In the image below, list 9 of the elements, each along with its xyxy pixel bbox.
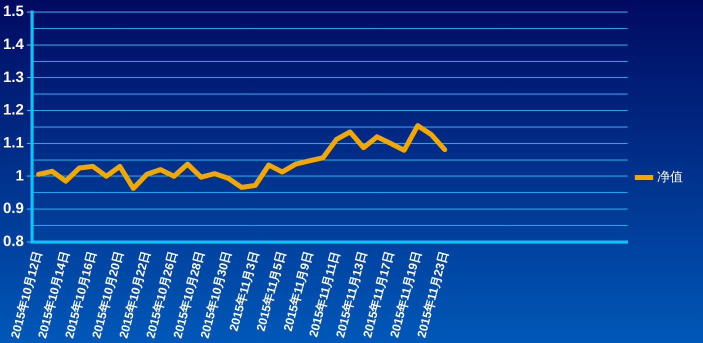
y-tick-label: 1.2 — [2, 102, 24, 119]
y-tick-label: 1.3 — [2, 68, 24, 86]
legend-label: 净值 — [657, 170, 683, 185]
y-tick-label: 0.9 — [2, 200, 24, 218]
y-tick-label: 1.5 — [2, 3, 24, 20]
y-tick-label: 1.4 — [2, 36, 24, 53]
y-tick-label: 0.8 — [2, 233, 24, 250]
y-tick-label: 1.1 — [2, 134, 24, 152]
y-tick-label: 1 — [16, 167, 24, 184]
